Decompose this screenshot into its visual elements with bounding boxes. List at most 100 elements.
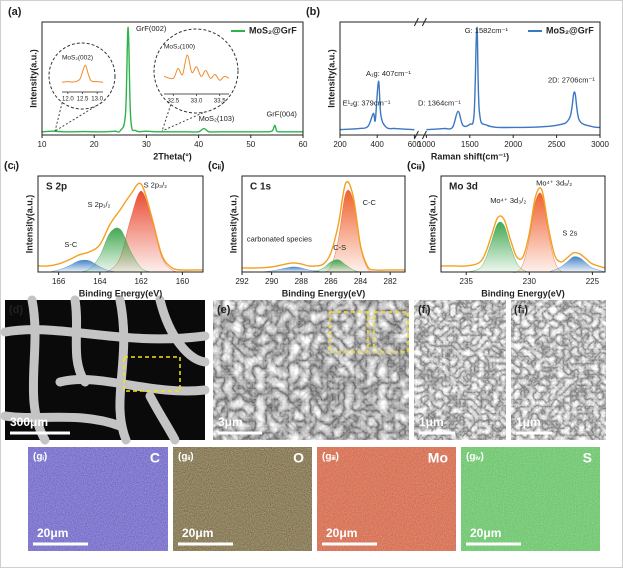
image-bg — [511, 300, 606, 440]
x-tick-label: 600 — [408, 140, 422, 149]
panel-label: (cᵢ) — [4, 160, 19, 172]
chart: 166 164 162 160 Binding Energy(eV) Intensity(… — [4, 160, 204, 298]
inset-tick-label: 32.5 — [167, 99, 179, 105]
x-axis-label: Binding Energy(eV) — [481, 288, 565, 298]
inset-tick-label: 33.5 — [214, 99, 226, 105]
plot-frame — [241, 175, 406, 273]
image-bg — [213, 300, 409, 440]
x-tick-label: 1500 — [461, 140, 479, 149]
map-s: (gᵢᵥ) S 20μm — [461, 447, 600, 551]
inset-connector — [161, 104, 172, 132]
image-label: (e) — [217, 304, 231, 316]
chart: 235 230 225 Binding Energy(eV) Intensity(a.u… — [407, 160, 606, 298]
inset-connector — [54, 101, 103, 132]
inset-circle — [153, 28, 239, 114]
plot-frame — [440, 175, 606, 273]
x-tick-label: 10 — [38, 140, 47, 149]
x-tick-label: 164 — [93, 277, 107, 286]
x-tick-label: 40 — [194, 140, 203, 149]
annotation: S 2s — [562, 229, 577, 238]
annotation: carbonated species — [247, 234, 312, 243]
y-axis-label: Intensity(a.u.) — [24, 195, 34, 254]
sem-e: (e) 3μm — [213, 300, 409, 440]
panel-label: (a) — [8, 6, 22, 18]
scale-bar-label: 1μm — [516, 415, 541, 429]
sem-f2: (fᵢᵢ) 1μm — [511, 300, 606, 440]
inset-connector — [54, 102, 63, 132]
x-tick-label: 1000 — [418, 140, 436, 149]
panel-label: (b) — [306, 6, 320, 18]
panel-label: (cᵢᵢᵢ) — [407, 160, 425, 172]
annotation: E¹₂g: 379cm⁻¹ — [343, 98, 391, 107]
annotation: D: 1364cm⁻¹ — [418, 98, 461, 107]
chart: 292 290 288 286 284 282 Binding Energy(eV) Inte… — [208, 160, 406, 298]
image-bg — [414, 300, 506, 440]
map-c: (gᵢ) C 20μm — [28, 447, 168, 551]
inset-line — [61, 64, 104, 83]
map-element: S — [583, 450, 592, 466]
x-tick-label: 286 — [324, 277, 338, 286]
panel-title: Mo 3d — [449, 182, 478, 193]
y-axis-label: Intensity(a.u.) — [326, 49, 336, 108]
annotation: G: 1582cm⁻¹ — [465, 26, 509, 35]
data-line — [41, 26, 303, 133]
annotation: Mo⁴⁺ 3d₅/₂ — [536, 179, 572, 188]
annotation: 2D: 2706cm⁻¹ — [548, 76, 595, 85]
x-tick-label: 230 — [523, 277, 537, 286]
plot-frame — [37, 175, 204, 273]
image-label: (fᵢᵢ) — [514, 304, 528, 316]
map-element: C — [150, 450, 160, 466]
x-tick-label: 30 — [142, 140, 151, 149]
x-tick-label: 288 — [295, 277, 309, 286]
panel-title: C 1s — [250, 182, 272, 193]
zoom-box — [329, 311, 369, 353]
inset-line — [163, 54, 230, 81]
scale-bar-label: 20μm — [470, 526, 501, 540]
x-tick-label: 60 — [299, 140, 308, 149]
x-tick-label: 50 — [246, 140, 255, 149]
map-bg — [461, 447, 600, 551]
x-tick-label: 160 — [176, 277, 190, 286]
annotation: GrF(004) — [266, 110, 297, 119]
x-axis-label: 2Theta(°) — [153, 151, 192, 161]
annotation: A₁g: 407cm⁻¹ — [366, 69, 411, 78]
x-tick-label: 284 — [354, 277, 368, 286]
inset-tick-label: 33.0 — [191, 99, 203, 105]
foam — [0, 295, 210, 445]
scale-bar-label: 300μm — [10, 415, 48, 429]
x-tick-label: 225 — [586, 277, 600, 286]
y-axis-label: Intensity(a.u.) — [28, 49, 38, 108]
x-tick-label: 292 — [235, 277, 249, 286]
inset-tick-label: 13.0 — [91, 97, 103, 103]
x-axis-label: Binding Energy(eV) — [282, 288, 366, 298]
scale-bar-label: 1μm — [419, 415, 444, 429]
x-tick-label: 166 — [52, 277, 66, 286]
y-axis-label: Intensity(a.u.) — [228, 195, 238, 254]
map-label: (gᵢᵢ) — [178, 452, 194, 463]
x-tick-label: 400 — [371, 140, 385, 149]
map-bg — [173, 447, 312, 551]
legend-label: MoS₂@GrF — [546, 25, 594, 35]
x-tick-label: 235 — [460, 277, 474, 286]
data-line — [339, 26, 601, 131]
y-axis-label: Intensity(a.u.) — [427, 195, 437, 254]
zoom-box — [123, 356, 181, 392]
map-label: (gᵢ) — [33, 452, 47, 463]
zoom-box — [373, 311, 409, 353]
panel-title: S 2p — [46, 182, 67, 193]
x-tick-label: 290 — [265, 277, 279, 286]
x-axis-label: Binding Energy(eV) — [79, 288, 163, 298]
x-tick-label: 2000 — [504, 140, 522, 149]
scale-bar-label: 20μm — [182, 526, 213, 540]
annotation: S 2p₁/₂ — [88, 200, 111, 209]
map-mo: (gᵢᵢᵢ) Mo 20μm — [317, 447, 456, 551]
x-tick-label: 2500 — [548, 140, 566, 149]
sem-d: (d) 300μm — [0, 295, 210, 445]
annotation: MoS₂(103) — [199, 114, 235, 123]
legend-label: MoS₂@GrF — [249, 25, 297, 35]
chart: 10 20 30 40 50 60 2Theta(°) Intensity(a.u.) (a) M… — [8, 6, 308, 161]
scale-bar-label: 20μm — [37, 526, 68, 540]
charts: 10 20 30 40 50 60 2Theta(°) Intensity(a.u.) (a) M… — [4, 6, 609, 298]
annotation: GrF(002) — [136, 24, 167, 33]
